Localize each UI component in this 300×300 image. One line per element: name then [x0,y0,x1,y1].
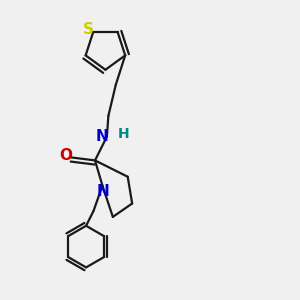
Text: H: H [117,127,129,141]
Text: N: N [97,184,110,199]
Text: S: S [83,22,94,37]
Text: N: N [95,129,108,144]
Text: O: O [59,148,72,164]
